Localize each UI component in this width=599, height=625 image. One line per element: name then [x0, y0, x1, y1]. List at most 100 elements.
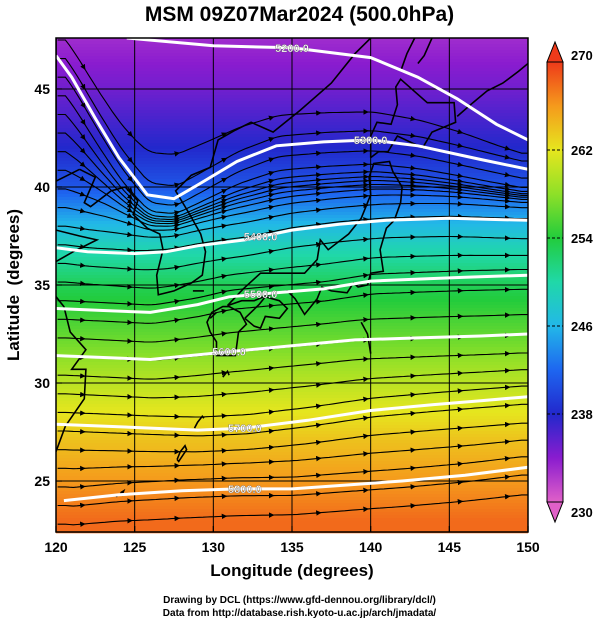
- coast-segment: [56, 229, 100, 263]
- flow-arrow: [221, 273, 228, 280]
- streamline: [57, 132, 528, 220]
- credit-drawing: Drawing by DCL (https://www.gfd-dennou.o…: [163, 595, 436, 606]
- x-tick-label: 140: [359, 539, 383, 555]
- flow-arrow: [268, 157, 275, 163]
- flow-arrow: [268, 192, 275, 198]
- streamline: [57, 215, 528, 252]
- flow-arrow: [80, 62, 86, 70]
- flow-arrow: [126, 207, 133, 213]
- flow-arrow: [79, 175, 86, 182]
- streamline: [57, 113, 528, 218]
- flow-arrow: [221, 214, 228, 221]
- streamline: [57, 58, 528, 186]
- colorbar-tick-label: 230: [571, 505, 593, 520]
- flow-arrow: [79, 161, 86, 168]
- coast-segment: [360, 321, 372, 354]
- flow-arrow: [457, 184, 464, 190]
- colorbar-max-triangle: [546, 40, 564, 63]
- flow-arrow: [363, 292, 369, 298]
- streamline: [57, 352, 528, 380]
- flow-arrow: [174, 317, 181, 324]
- flow-arrow: [221, 132, 228, 138]
- contour-label: 5400.0: [244, 232, 278, 244]
- streamline: [57, 439, 528, 470]
- y-axis-ticks: 25 30 35 40 45: [34, 81, 62, 489]
- flow-arrow: [174, 226, 181, 233]
- flow-arrow: [221, 188, 228, 195]
- streamline: [57, 385, 528, 418]
- flow-arrow: [221, 223, 228, 229]
- flow-arrow: [174, 210, 181, 216]
- flow-arrow: [221, 256, 228, 262]
- flow-arrow: [174, 233, 181, 239]
- streamline: [57, 494, 528, 526]
- streamline: [57, 76, 528, 206]
- flow-arrow: [126, 212, 133, 218]
- streamline: [57, 95, 528, 214]
- flow-arrow: [268, 197, 275, 204]
- streamline: [57, 288, 528, 324]
- streamline: [57, 169, 528, 225]
- colorbar-tick-label: 262: [571, 143, 593, 158]
- flow-arrow: [221, 308, 228, 315]
- streamlines: [57, 39, 528, 528]
- flow-arrow: [268, 204, 275, 211]
- flow-arrow: [268, 170, 275, 177]
- x-tick-label: 130: [202, 539, 226, 555]
- flow-arrow: [221, 177, 228, 183]
- contour-line: [56, 216, 528, 256]
- streamline: [57, 369, 528, 399]
- flow-arrow: [174, 298, 181, 305]
- flow-arrow: [79, 207, 86, 214]
- streamline: [57, 474, 528, 507]
- streamline: [57, 188, 528, 227]
- streamline: [57, 202, 528, 238]
- flow-arrow: [457, 181, 464, 187]
- flow-arrow: [174, 245, 181, 251]
- flow-arrow: [174, 264, 181, 271]
- flow-arrow: [268, 188, 275, 194]
- y-tick-label: 45: [34, 81, 50, 97]
- colorbar-min-triangle: [546, 501, 564, 524]
- contour-label: 5200.0: [275, 43, 309, 55]
- flow-arrow: [80, 118, 86, 126]
- flow-arrow: [174, 182, 181, 188]
- flow-arrow: [268, 115, 275, 121]
- flow-arrow: [79, 147, 86, 154]
- contour-label: 5500.0: [244, 289, 278, 301]
- colorbar-body: [546, 61, 564, 503]
- contour-line: [56, 273, 528, 314]
- coast-segment: [244, 295, 289, 330]
- x-tick-label: 120: [44, 539, 68, 555]
- flow-arrow: [410, 115, 417, 122]
- flow-arrow: [363, 415, 369, 421]
- flow-arrow: [268, 214, 275, 221]
- flow-arrow: [504, 186, 511, 192]
- flow-arrow: [504, 190, 511, 196]
- contour-line: [56, 54, 528, 201]
- streamline: [57, 235, 528, 271]
- coast-segment: [79, 38, 372, 296]
- contour-label: 5600.0: [212, 347, 246, 359]
- flow-arrow: [410, 132, 417, 139]
- flow-arrow: [221, 289, 228, 295]
- y-tick-label: 40: [34, 179, 50, 195]
- flow-arrow: [363, 272, 369, 279]
- contour-line: [56, 395, 528, 432]
- flow-arrow: [504, 181, 511, 188]
- flow-arrow: [126, 187, 133, 194]
- flow-arrow: [268, 229, 275, 236]
- flow-arrow: [315, 403, 322, 410]
- flow-arrow: [457, 161, 464, 168]
- flow-arrow: [126, 193, 133, 200]
- flow-arrow: [127, 156, 133, 163]
- y-axis-label: Latitude (degrees): [4, 209, 23, 361]
- flow-arrow: [268, 183, 275, 190]
- credits: Drawing by DCL (https://www.gfd-dennou.o…: [0, 594, 599, 620]
- streamline: [57, 422, 528, 453]
- flow-arrow: [126, 220, 133, 226]
- streamline: [57, 39, 528, 155]
- x-tick-label: 135: [280, 539, 304, 555]
- x-axis-ticks: 120 125 130 135 140 145 150: [44, 526, 540, 555]
- flow-arrow: [410, 152, 417, 158]
